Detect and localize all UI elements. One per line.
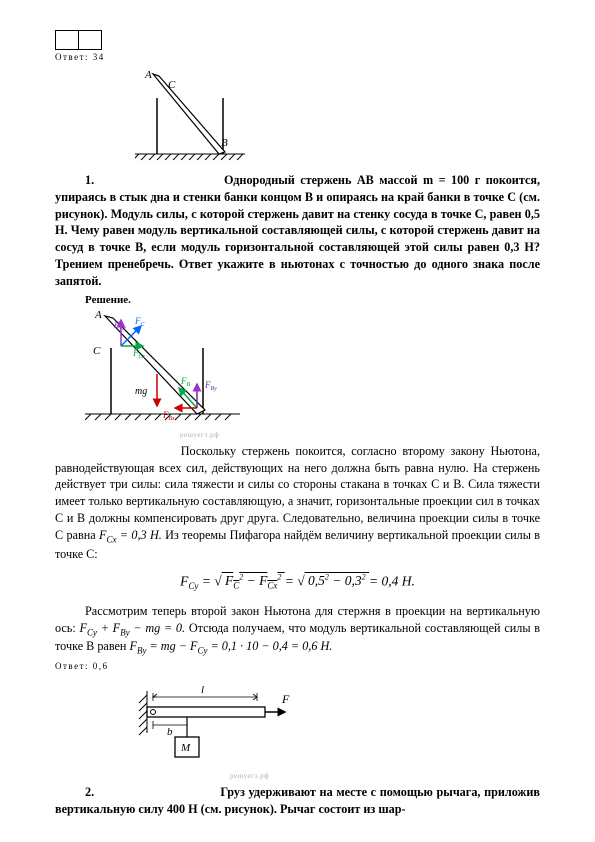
svg-text:FCy: FCy bbox=[113, 320, 127, 332]
lever-svg: F l b M bbox=[135, 677, 295, 767]
answer-cell bbox=[55, 30, 79, 50]
watermark: решуегэ.рф bbox=[230, 772, 540, 780]
svg-text:l: l bbox=[201, 684, 204, 696]
answer-box-pair bbox=[55, 30, 540, 50]
svg-text:A: A bbox=[94, 309, 102, 321]
answer-1-label: Ответ: 34 bbox=[55, 52, 540, 62]
solution-para-1: Поскольку стержень покоится, согласно вт… bbox=[55, 443, 540, 563]
diagram-2: A C FCy FC FCx mg FB FBy FBx решуегэ.рф bbox=[85, 306, 540, 439]
problem-2-text: 2. Груз удерживают на месте с помощью ры… bbox=[55, 784, 540, 818]
diagram-3: F l b M решуегэ.рф bbox=[135, 677, 540, 780]
solution-para-2: Рассмотрим теперь второй закон Ньютона д… bbox=[55, 603, 540, 658]
answer-cell bbox=[79, 30, 102, 50]
label-B: B bbox=[221, 137, 228, 149]
problem-2-number: 2. bbox=[85, 784, 115, 801]
label-A: A bbox=[144, 69, 152, 81]
formula-2-inline: FCy + FBy − mg = 0. bbox=[80, 621, 189, 635]
diagram-1: A C B bbox=[135, 68, 540, 168]
solution-label: Решение. bbox=[85, 294, 540, 306]
svg-text:FBy: FBy bbox=[204, 380, 217, 392]
svg-text:M: M bbox=[180, 742, 191, 754]
svg-text:F: F bbox=[281, 692, 290, 706]
problem-2-body: Груз удерживают на месте с помощью рычаг… bbox=[55, 785, 540, 816]
problem-1-body: Однородный стержень AB массой m = 100 г … bbox=[55, 173, 540, 288]
formula-fcy: FCy = √ FC2 − FCx2 = √ 0,52 − 0,32 = 0,4… bbox=[55, 573, 540, 591]
svg-text:C: C bbox=[93, 345, 101, 357]
rod-in-vessel-svg: A C B bbox=[135, 68, 245, 163]
svg-text:FC: FC bbox=[134, 316, 146, 328]
label-C: C bbox=[168, 79, 176, 91]
force-diagram-svg: A C FCy FC FCx mg FB FBy FBx bbox=[85, 306, 240, 426]
answer-2-label: Ответ: 0,6 bbox=[55, 661, 540, 671]
svg-text:FBx: FBx bbox=[162, 410, 175, 422]
problem-1-number: 1. bbox=[85, 172, 115, 189]
formula-3-inline: FBy = mg − FCy = 0,1 · 10 − 0,4 = 0,6 Н. bbox=[130, 639, 333, 653]
svg-text:b: b bbox=[167, 726, 173, 738]
watermark: решуегэ.рф bbox=[180, 431, 540, 439]
svg-text:mg: mg bbox=[135, 386, 147, 397]
fc-inline: FCx = 0,3 Н. bbox=[99, 528, 165, 542]
problem-1-text: 1. Однородный стержень AB массой m = 100… bbox=[55, 172, 540, 290]
